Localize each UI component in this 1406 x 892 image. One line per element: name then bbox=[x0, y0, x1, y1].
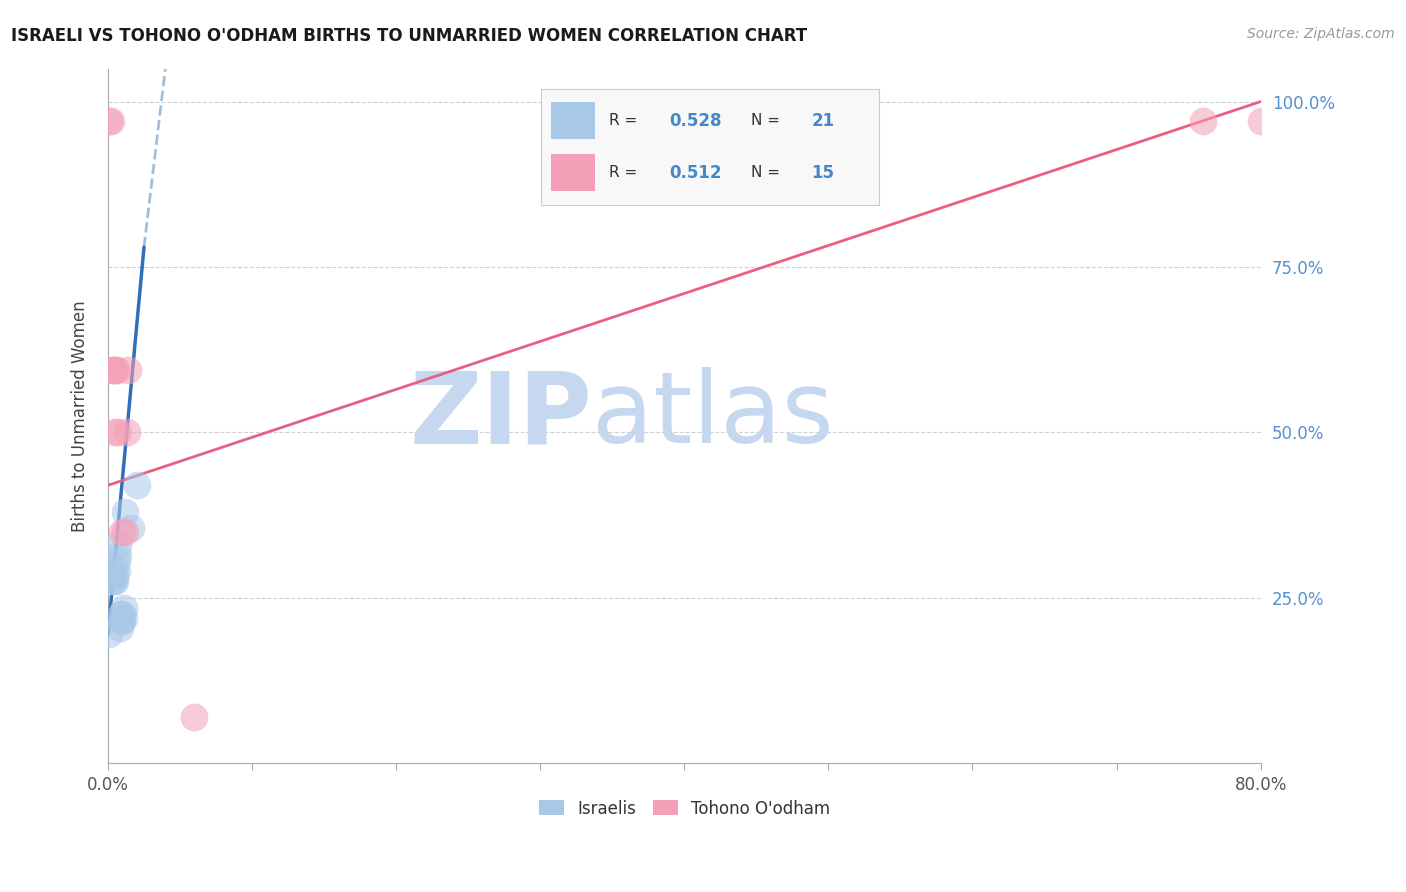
Point bbox=[117, 362, 139, 376]
Point bbox=[183, 710, 205, 724]
Point bbox=[110, 607, 132, 622]
Text: R =: R = bbox=[609, 165, 643, 180]
Point bbox=[104, 425, 127, 440]
Point bbox=[125, 478, 148, 492]
Point bbox=[98, 114, 121, 128]
Point bbox=[111, 614, 134, 628]
Point bbox=[112, 600, 135, 615]
Legend: Israelis, Tohono O'odham: Israelis, Tohono O'odham bbox=[531, 793, 837, 824]
Text: 0.512: 0.512 bbox=[669, 164, 723, 182]
Point bbox=[111, 607, 134, 622]
Point bbox=[107, 538, 129, 552]
Point bbox=[1250, 114, 1272, 128]
Bar bbox=[551, 102, 595, 139]
Point bbox=[111, 524, 134, 539]
Point bbox=[107, 425, 129, 440]
Point bbox=[105, 564, 128, 578]
Point bbox=[105, 362, 128, 376]
Point bbox=[1192, 114, 1215, 128]
Point bbox=[100, 114, 122, 128]
Text: 15: 15 bbox=[811, 164, 834, 182]
Point bbox=[104, 567, 127, 582]
Point bbox=[98, 627, 121, 641]
Text: atlas: atlas bbox=[592, 368, 834, 465]
Point bbox=[112, 610, 135, 624]
Point bbox=[107, 548, 129, 562]
Text: 21: 21 bbox=[811, 112, 834, 129]
Text: ISRAELI VS TOHONO O'ODHAM BIRTHS TO UNMARRIED WOMEN CORRELATION CHART: ISRAELI VS TOHONO O'ODHAM BIRTHS TO UNMA… bbox=[11, 27, 807, 45]
Point bbox=[101, 362, 124, 376]
Text: N =: N = bbox=[751, 113, 785, 128]
Text: 0.528: 0.528 bbox=[669, 112, 723, 129]
Text: N =: N = bbox=[751, 165, 785, 180]
Point bbox=[114, 505, 136, 519]
Point bbox=[101, 567, 124, 582]
Point bbox=[105, 554, 128, 568]
Bar bbox=[551, 154, 595, 191]
Text: R =: R = bbox=[609, 113, 643, 128]
Point bbox=[115, 425, 138, 440]
Y-axis label: Births to Unmarried Women: Births to Unmarried Women bbox=[72, 300, 89, 532]
Point bbox=[110, 614, 132, 628]
Point bbox=[120, 521, 142, 535]
Point bbox=[103, 362, 125, 376]
Text: ZIP: ZIP bbox=[409, 368, 592, 465]
Point bbox=[114, 524, 136, 539]
Point bbox=[108, 620, 131, 634]
Point bbox=[104, 574, 127, 589]
Text: Source: ZipAtlas.com: Source: ZipAtlas.com bbox=[1247, 27, 1395, 41]
Point bbox=[103, 561, 125, 575]
Point bbox=[104, 362, 127, 376]
Point bbox=[101, 574, 124, 589]
Point bbox=[103, 574, 125, 589]
